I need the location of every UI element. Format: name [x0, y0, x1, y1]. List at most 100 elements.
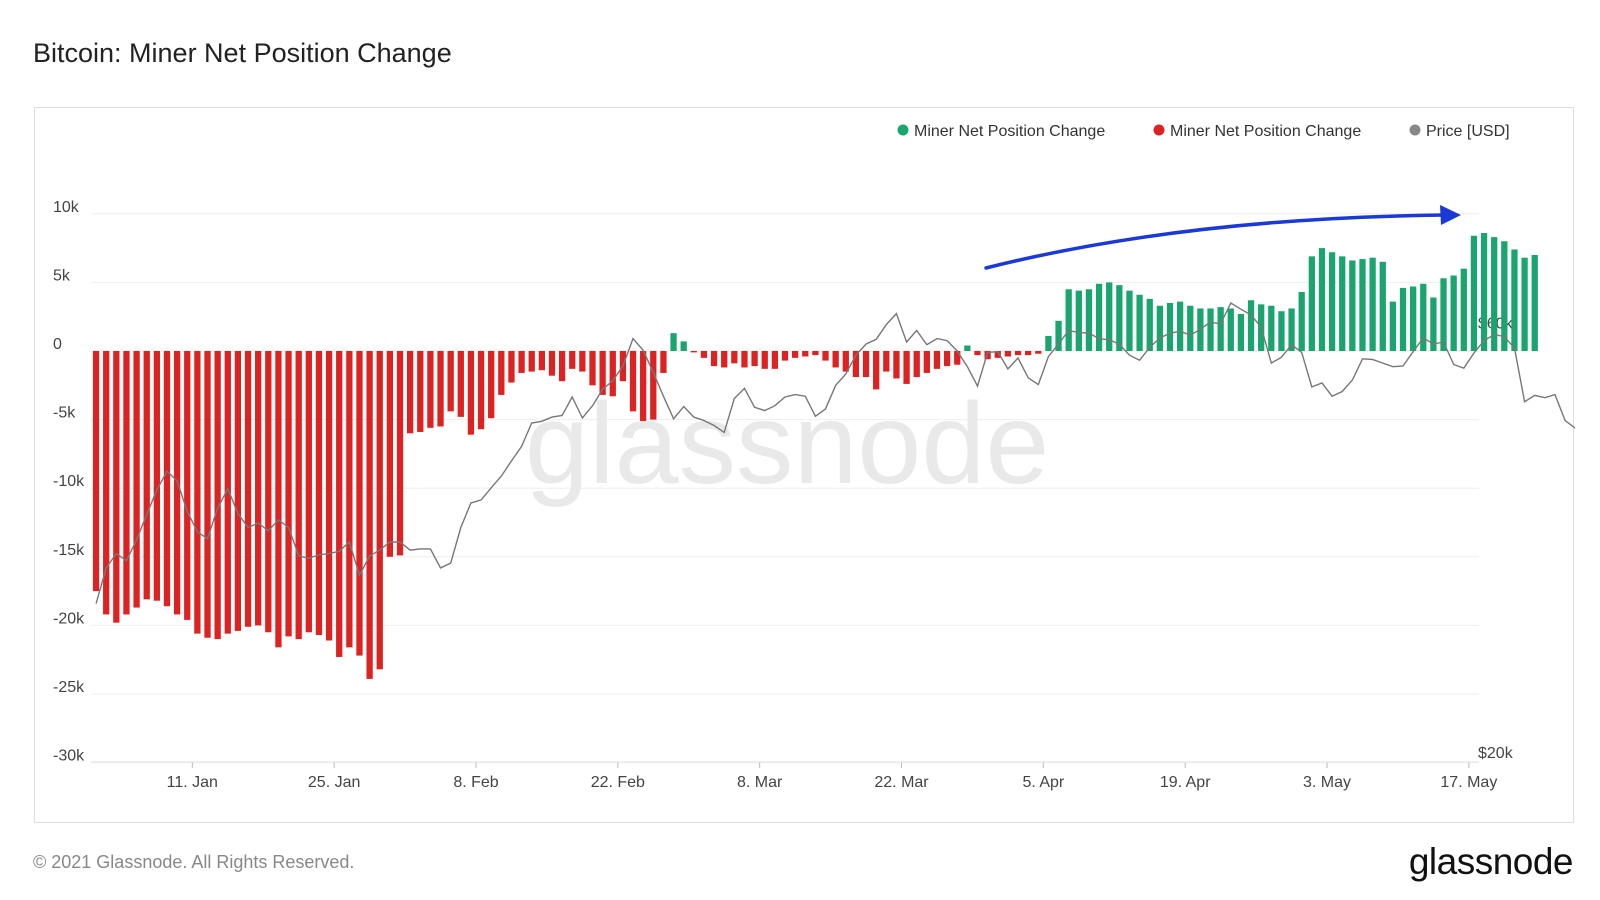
legend-marker — [1153, 124, 1165, 136]
x-tick-label: 17. May — [1440, 774, 1497, 791]
bar — [1025, 351, 1032, 356]
bar — [92, 351, 100, 592]
bar — [1217, 307, 1224, 351]
bar — [437, 351, 444, 427]
x-tick-label: 3. May — [1303, 774, 1351, 791]
bar — [103, 351, 110, 615]
bar — [133, 351, 140, 608]
legend-label[interactable]: Price [USD] — [1426, 123, 1510, 140]
bar — [802, 351, 809, 357]
bar — [184, 351, 191, 620]
bar — [974, 351, 981, 356]
bar — [690, 351, 697, 353]
bar — [265, 351, 272, 633]
x-tick-label: 25. Jan — [308, 774, 360, 791]
bar — [1328, 252, 1336, 351]
y-right-tick-label: $20k — [1478, 745, 1514, 762]
bar — [812, 351, 819, 356]
bar — [680, 341, 687, 351]
bar — [204, 351, 211, 638]
trend-arrow — [984, 205, 1461, 270]
page-title: Bitcoin: Miner Net Position Change — [33, 38, 452, 68]
watermark: glassnode — [525, 380, 1049, 508]
bar — [346, 351, 353, 648]
bar — [741, 351, 748, 368]
bar — [1065, 289, 1072, 351]
bar — [954, 351, 961, 365]
bar — [366, 351, 373, 679]
bar — [1085, 289, 1093, 351]
bar — [305, 351, 312, 633]
bar — [194, 351, 201, 634]
bar — [1288, 308, 1295, 351]
bar — [1298, 292, 1305, 351]
y-tick-label: 10k — [53, 199, 80, 216]
bar — [1491, 237, 1498, 351]
bar — [234, 351, 242, 631]
bar — [518, 351, 525, 373]
footer-copyright: © 2021 Glassnode. All Rights Reserved. — [33, 852, 355, 872]
bar — [933, 351, 941, 369]
bar — [498, 351, 505, 395]
bar — [427, 351, 434, 428]
bar — [386, 351, 394, 557]
y-tick-label: 5k — [53, 267, 71, 284]
bar — [923, 351, 930, 373]
bar — [1106, 282, 1113, 351]
bar — [1511, 249, 1518, 351]
price-line — [95, 302, 1575, 604]
bar — [1146, 298, 1153, 351]
x-tick-label: 5. Apr — [1022, 774, 1064, 791]
bar — [670, 333, 677, 351]
legend-label[interactable]: Miner Net Position Change — [914, 123, 1105, 140]
bar — [1227, 308, 1234, 351]
bar — [1318, 248, 1326, 351]
y-tick-label: -15k — [53, 542, 85, 559]
legend-label[interactable]: Miner Net Position Change — [1170, 123, 1361, 140]
bar — [1136, 294, 1143, 351]
bar — [862, 351, 870, 378]
grid-lines — [91, 213, 1479, 764]
bar — [761, 351, 768, 369]
bar — [457, 351, 464, 417]
x-tick-label: 8. Feb — [453, 774, 498, 791]
bar — [356, 351, 363, 656]
bar — [629, 351, 637, 412]
bar — [1480, 233, 1488, 351]
bar — [893, 351, 900, 379]
bar — [1075, 290, 1082, 351]
bar — [1389, 301, 1397, 351]
bar — [1278, 311, 1285, 351]
bar — [1379, 261, 1386, 351]
bar — [163, 351, 171, 607]
bar — [650, 351, 657, 420]
bar — [842, 351, 849, 372]
bar — [244, 351, 252, 627]
bar — [1531, 254, 1538, 351]
bar — [113, 351, 120, 623]
bar — [731, 351, 738, 364]
bar — [1420, 283, 1427, 351]
bar — [1410, 286, 1417, 351]
bar — [832, 351, 839, 368]
legend-marker — [897, 124, 909, 136]
bar — [1176, 301, 1184, 351]
bar — [781, 351, 789, 361]
y-tick-label: 0 — [53, 336, 62, 353]
bar — [1237, 313, 1245, 351]
bar — [417, 351, 424, 432]
bar — [1470, 235, 1478, 351]
bar — [589, 351, 596, 386]
bar — [1116, 285, 1123, 351]
bar — [1095, 283, 1103, 351]
bar — [1430, 297, 1437, 351]
bar — [883, 351, 890, 372]
bar — [751, 351, 758, 367]
bar — [1055, 320, 1062, 351]
bar — [477, 351, 485, 430]
y-tick-label: -10k — [53, 473, 85, 490]
bar — [599, 351, 606, 395]
bar — [143, 351, 150, 600]
bar — [771, 351, 779, 369]
bar — [1014, 351, 1022, 356]
